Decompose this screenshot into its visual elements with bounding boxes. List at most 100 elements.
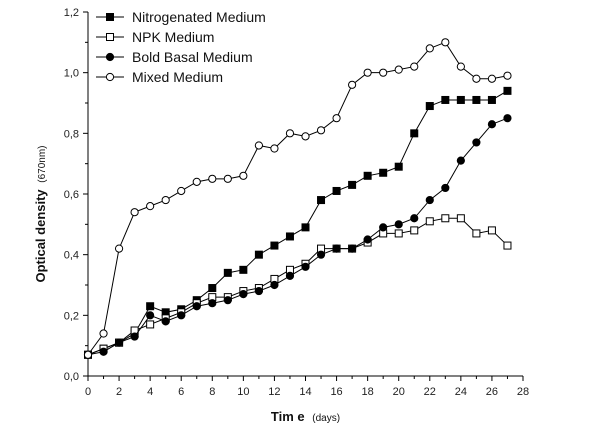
x-tick-label: 4 bbox=[147, 386, 153, 398]
data-point-mixed-medium bbox=[379, 68, 388, 77]
series-layer bbox=[83, 38, 512, 359]
legend-item-nitrogenated-medium: Nitrogenated Medium bbox=[96, 9, 266, 25]
y-axis-title-main: Optical density bbox=[33, 189, 48, 283]
y-tick-label: 0,8 bbox=[64, 128, 79, 140]
data-point-mixed-medium bbox=[410, 62, 419, 71]
y-tick-label: 0,0 bbox=[64, 371, 79, 383]
data-point-mixed-medium bbox=[208, 174, 217, 183]
data-point-bold-basal-medium bbox=[285, 271, 295, 280]
data-point-bold-basal-medium bbox=[161, 317, 170, 326]
data-point-nitrogenated-medium bbox=[301, 223, 310, 232]
data-point-npk-medium bbox=[503, 241, 512, 250]
data-point-bold-basal-medium bbox=[208, 299, 217, 308]
data-point-nitrogenated-medium bbox=[270, 241, 279, 250]
data-point-nitrogenated-medium bbox=[146, 302, 155, 311]
data-point-bold-basal-medium bbox=[192, 302, 201, 311]
data-point-nitrogenated-medium bbox=[208, 284, 217, 293]
data-point-bold-basal-medium bbox=[394, 220, 403, 229]
data-point-mixed-medium bbox=[487, 74, 497, 83]
y-tick-label: 0,6 bbox=[64, 189, 79, 201]
data-point-nitrogenated-medium bbox=[503, 86, 512, 95]
data-point-npk-medium bbox=[472, 229, 481, 238]
series-line-nitrogenated-medium bbox=[87, 90, 508, 356]
data-point-bold-basal-medium bbox=[254, 286, 263, 296]
data-point-bold-basal-medium bbox=[99, 347, 108, 356]
data-point-nitrogenated-medium bbox=[410, 129, 419, 138]
data-point-bold-basal-medium bbox=[301, 262, 310, 271]
data-point-mixed-medium bbox=[472, 74, 481, 83]
data-point-mixed-medium bbox=[441, 38, 450, 47]
legend-marker bbox=[105, 72, 115, 82]
legend-label: NPK Medium bbox=[132, 29, 214, 45]
data-point-bold-basal-medium bbox=[456, 156, 465, 165]
x-tick-label: 24 bbox=[455, 386, 467, 398]
legend: Nitrogenated Medium NPK Medium Bold Basal … bbox=[96, 9, 266, 85]
data-point-mixed-medium bbox=[316, 126, 326, 135]
data-point-bold-basal-medium bbox=[487, 120, 497, 129]
y-tick-label: 1,0 bbox=[64, 68, 79, 80]
data-point-nitrogenated-medium bbox=[223, 268, 232, 277]
data-point-mixed-medium bbox=[146, 202, 155, 211]
data-point-mixed-medium bbox=[239, 171, 248, 180]
data-point-mixed-medium bbox=[270, 144, 279, 153]
data-point-bold-basal-medium bbox=[503, 114, 512, 123]
x-tick-label: 16 bbox=[330, 386, 342, 398]
x-tick-label: 28 bbox=[517, 386, 529, 398]
y-axis-title: Optical density (670nm) bbox=[33, 145, 48, 282]
legend-label: Bold Basal Medium bbox=[132, 49, 253, 65]
data-point-mixed-medium bbox=[114, 244, 124, 253]
data-point-bold-basal-medium bbox=[410, 214, 419, 223]
data-point-npk-medium bbox=[425, 217, 434, 226]
data-point-bold-basal-medium bbox=[316, 250, 326, 259]
x-tick-label: 6 bbox=[178, 386, 184, 398]
x-tick-label: 14 bbox=[299, 386, 311, 398]
data-point-mixed-medium bbox=[254, 141, 263, 150]
data-point-mixed-medium bbox=[394, 65, 403, 74]
legend-item-npk-medium: NPK Medium bbox=[96, 29, 214, 45]
data-point-nitrogenated-medium bbox=[332, 186, 341, 195]
x-tick-label: 8 bbox=[209, 386, 215, 398]
data-point-mixed-medium bbox=[285, 129, 295, 138]
data-point-nitrogenated-medium bbox=[379, 168, 388, 177]
data-point-bold-basal-medium bbox=[270, 280, 279, 290]
y-axis-title-unit: (670nm) bbox=[37, 145, 48, 182]
x-tick-label: 10 bbox=[237, 386, 249, 398]
data-point-npk-medium bbox=[456, 214, 465, 223]
data-point-mixed-medium bbox=[130, 208, 139, 217]
data-point-bold-basal-medium bbox=[130, 332, 139, 341]
x-tick-label: 2 bbox=[116, 386, 122, 398]
data-point-bold-basal-medium bbox=[363, 235, 372, 244]
series-line-bold-basal-medium bbox=[87, 117, 508, 356]
data-point-nitrogenated-medium bbox=[285, 232, 294, 241]
data-point-nitrogenated-medium bbox=[456, 95, 465, 104]
y-ticks: 0,0 0,2 0,4 0,6 0,8 1,0 1,2 bbox=[64, 7, 88, 383]
data-point-bold-basal-medium bbox=[332, 244, 341, 253]
x-axis-title: Tim e (days) bbox=[271, 409, 340, 424]
data-point-mixed-medium bbox=[223, 174, 232, 183]
data-point-bold-basal-medium bbox=[114, 338, 124, 347]
x-ticks: 0 2 4 6 8 10 12 14 16 18 20 22 24 26 28 bbox=[85, 376, 529, 398]
data-point-npk-medium bbox=[441, 214, 450, 223]
data-point-npk-medium bbox=[394, 229, 403, 238]
data-point-npk-medium bbox=[487, 226, 496, 235]
x-tick-label: 22 bbox=[424, 386, 436, 398]
data-point-nitrogenated-medium bbox=[441, 95, 450, 104]
data-point-nitrogenated-medium bbox=[363, 171, 372, 180]
data-point-bold-basal-medium bbox=[441, 183, 450, 193]
x-tick-label: 0 bbox=[85, 386, 91, 398]
legend-item-mixed-medium: Mixed Medium bbox=[96, 69, 223, 85]
x-tick-label: 12 bbox=[268, 386, 280, 398]
legend-label: Nitrogenated Medium bbox=[132, 9, 266, 25]
data-point-nitrogenated-medium bbox=[317, 196, 326, 205]
data-point-mixed-medium bbox=[363, 68, 372, 77]
legend-label: Mixed Medium bbox=[132, 69, 223, 85]
legend-marker bbox=[106, 13, 114, 21]
data-point-mixed-medium bbox=[348, 80, 357, 89]
data-point-npk-medium bbox=[146, 320, 155, 329]
data-point-bold-basal-medium bbox=[379, 223, 388, 232]
y-tick-label: 0,4 bbox=[64, 250, 79, 262]
data-point-bold-basal-medium bbox=[239, 290, 248, 299]
data-point-bold-basal-medium bbox=[177, 311, 186, 320]
series-nitrogenated-medium bbox=[84, 86, 512, 359]
